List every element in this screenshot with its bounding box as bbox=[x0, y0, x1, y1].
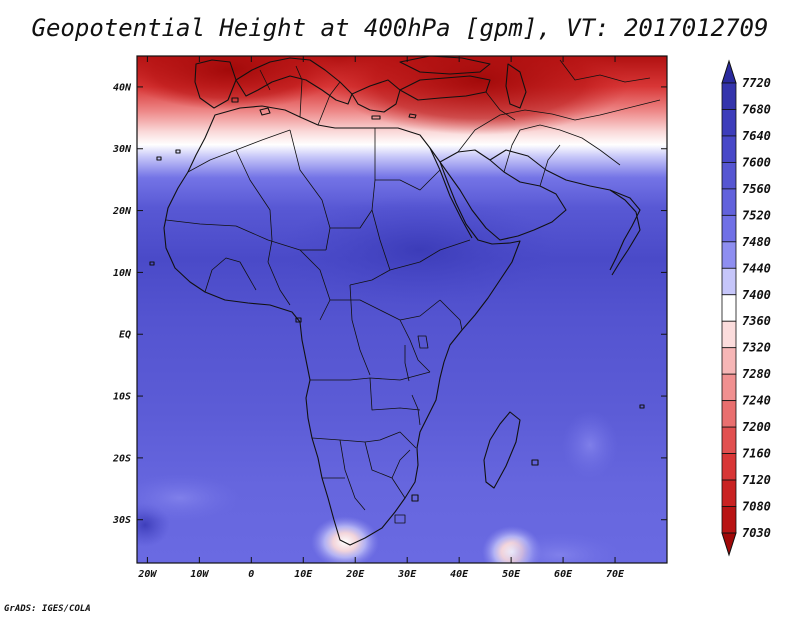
colorbar-box bbox=[721, 241, 737, 269]
colorbar-label: 7120 bbox=[742, 473, 771, 487]
colorbar-label: 7360 bbox=[742, 314, 771, 328]
lon-tick-label: 70E bbox=[606, 569, 625, 580]
lat-tick-label: 30N bbox=[112, 144, 132, 155]
lon-tick-label: 60E bbox=[554, 569, 573, 580]
page-title: Geopotential Height at 400hPa [gpm], VT:… bbox=[31, 14, 769, 42]
colorbar-box bbox=[721, 320, 737, 349]
colorbar-box bbox=[721, 214, 737, 243]
country-borders bbox=[165, 59, 661, 524]
lat-tick-label: 20S bbox=[112, 453, 131, 464]
colorbar-box bbox=[721, 267, 737, 296]
colorbar-label: 7480 bbox=[742, 235, 771, 249]
colorbar-label: 7640 bbox=[742, 129, 771, 143]
colorbar-box bbox=[721, 479, 737, 507]
colorbar-label: 7030 bbox=[742, 526, 771, 540]
colorbar-label: 7400 bbox=[742, 288, 771, 302]
lon-tick-label: 10W bbox=[190, 569, 209, 580]
colorbar: 7720 7680 7640 7600 7560 7520 7480 7440 7400 7360… bbox=[721, 59, 771, 557]
lat-tick-label: 10N bbox=[113, 268, 132, 279]
lat-tick-label: 40N bbox=[113, 82, 132, 93]
colorbar-box bbox=[721, 162, 737, 190]
colorbar-label: 7600 bbox=[742, 155, 771, 169]
plot-frame bbox=[136, 55, 668, 564]
colorbar-label: 7240 bbox=[742, 394, 771, 408]
colorbar-label: 7280 bbox=[742, 367, 771, 381]
colorbar-box bbox=[721, 82, 737, 110]
colorbar-label: 7440 bbox=[742, 261, 771, 275]
lon-tick-label: 20E bbox=[345, 569, 365, 580]
colorbar-label: 7320 bbox=[742, 341, 771, 355]
longitude-axis: 20W 10W 0 10E 20E 30E 40E 50E 60E 70E bbox=[137, 56, 625, 580]
colorbar-top-arrow bbox=[721, 59, 737, 84]
colorbar-box bbox=[721, 188, 737, 216]
lon-tick-label: 0 bbox=[248, 569, 254, 580]
colorbar-label: 7200 bbox=[742, 420, 771, 434]
coastlines bbox=[149, 56, 645, 546]
colorbar-box bbox=[721, 373, 737, 402]
lat-tick-label: 30S bbox=[112, 515, 131, 526]
lon-tick-label: 50E bbox=[502, 569, 521, 580]
colorbar-box bbox=[721, 506, 737, 534]
lon-tick-label: 30E bbox=[397, 569, 417, 580]
lat-tick-label: 20N bbox=[112, 206, 132, 217]
colorbar-bottom-arrow bbox=[721, 532, 737, 557]
colorbar-label: 7560 bbox=[742, 182, 771, 196]
colorbar-box bbox=[721, 109, 737, 137]
colorbar-label: 7680 bbox=[742, 102, 771, 116]
lon-tick-label: 20W bbox=[137, 569, 157, 580]
credit-text: GrADS: IGES/COLA bbox=[4, 604, 91, 614]
colorbar-box bbox=[721, 347, 737, 375]
colorbar-box bbox=[721, 453, 737, 481]
colorbar-label: 7520 bbox=[742, 208, 771, 222]
colorbar-box bbox=[721, 426, 737, 454]
colorbar-box bbox=[721, 400, 737, 428]
lat-tick-label: 10S bbox=[113, 392, 131, 403]
colorbar-box bbox=[721, 135, 737, 163]
lon-tick-label: 10E bbox=[294, 569, 313, 580]
colorbar-label: 7720 bbox=[742, 76, 771, 90]
colorbar-label: 7160 bbox=[742, 447, 771, 461]
lon-tick-label: 40E bbox=[450, 569, 469, 580]
lat-tick-label: EQ bbox=[119, 330, 131, 341]
colorbar-box bbox=[721, 294, 737, 322]
colorbar-label: 7080 bbox=[742, 500, 771, 514]
latitude-axis: 40N 30N 20N 10N EQ 10S 20S 30S bbox=[112, 82, 667, 526]
height-field bbox=[137, 56, 667, 563]
